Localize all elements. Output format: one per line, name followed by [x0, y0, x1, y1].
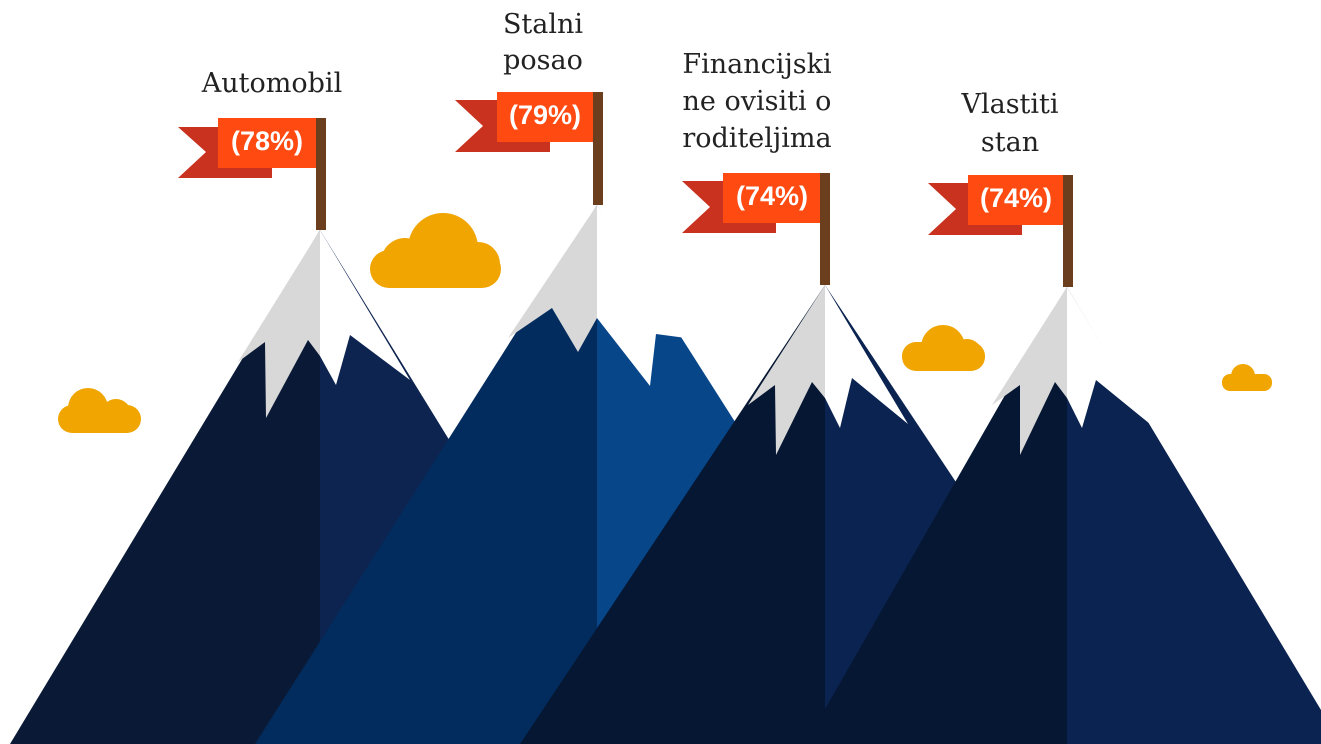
flag: (74%)	[928, 175, 1073, 287]
item-label: Vlastiti	[960, 89, 1058, 120]
flag: (79%)	[455, 92, 603, 205]
item-label: Stalni	[503, 9, 583, 40]
percent-label: (79%)	[509, 100, 581, 130]
flag: (78%)	[178, 118, 326, 230]
percent-label: (74%)	[736, 181, 808, 211]
item-label: Financijski	[682, 49, 832, 80]
item-label: ne ovisiti o	[683, 86, 832, 117]
percent-label: (78%)	[231, 126, 303, 156]
percent-label: (74%)	[980, 183, 1052, 213]
item-label: stan	[981, 127, 1039, 158]
flag: (74%)	[682, 173, 830, 285]
item-label: Automobil	[201, 68, 342, 99]
infographic: (78%) Automobil (79%) Stalni posao (74%)…	[0, 0, 1321, 744]
item-label: posao	[503, 45, 583, 76]
item-label: roditeljima	[682, 123, 831, 154]
